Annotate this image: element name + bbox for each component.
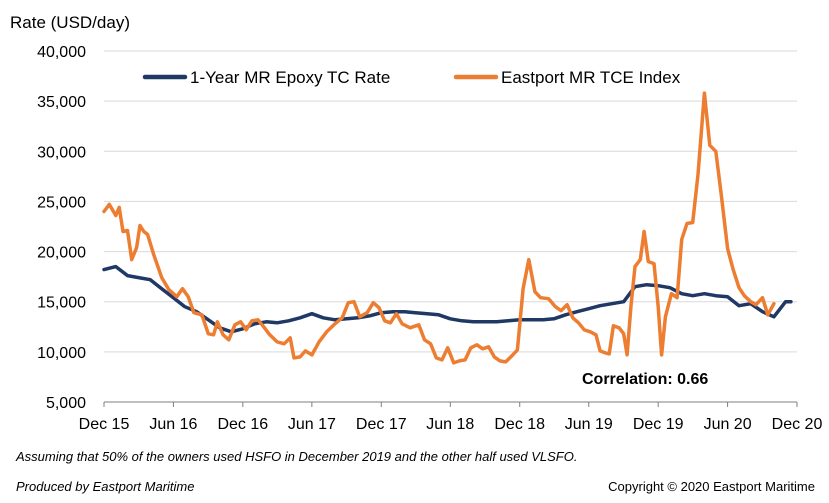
x-tick-label: Dec 17 xyxy=(356,416,407,433)
y-tick-label: 35,000 xyxy=(37,94,86,111)
x-tick-label: Dec 15 xyxy=(79,416,130,433)
y-axis-label: Rate (USD/day) xyxy=(10,13,130,32)
series-line-tce-index xyxy=(102,91,776,365)
producer-credit: Produced by Eastport Maritime xyxy=(16,479,195,494)
series-lines xyxy=(102,91,793,365)
y-tick-label: 20,000 xyxy=(37,245,86,262)
series-line-tc-rate xyxy=(102,264,793,334)
chart: Rate (USD/day) 5,000 10,000 15,000 20,000 25… xyxy=(10,13,823,433)
x-tick-label: Dec 19 xyxy=(633,416,684,433)
legend-label: 1-Year MR Epoxy TC Rate xyxy=(190,68,390,87)
x-tick-labels: Dec 15 Jun 16 Dec 16 Jun 17 Dec 17 Jun 18 Dec … xyxy=(79,416,823,433)
correlation-annotation: Correlation: 0.66 xyxy=(582,371,708,388)
x-tick-label: Jun 19 xyxy=(565,416,613,433)
x-tick-label: Dec 20 xyxy=(772,416,823,433)
gridlines xyxy=(103,50,798,407)
y-tick-label: 10,000 xyxy=(37,345,86,362)
y-tick-labels: 5,000 10,000 15,000 20,000 25,000 30,000 35,00… xyxy=(37,44,86,412)
legend-label: Eastport MR TCE Index xyxy=(501,68,681,87)
x-tick-label: Dec 16 xyxy=(217,416,268,433)
x-tick-label: Jun 18 xyxy=(426,416,474,433)
y-tick-label: 5,000 xyxy=(46,395,86,412)
x-tick-label: Jun 20 xyxy=(704,416,752,433)
y-tick-label: 25,000 xyxy=(37,194,86,211)
x-tick-label: Jun 16 xyxy=(149,416,197,433)
y-tick-label: 15,000 xyxy=(37,295,86,312)
y-tick-label: 40,000 xyxy=(37,44,86,61)
y-tick-label: 30,000 xyxy=(37,144,86,161)
copyright-text: Copyright © 2020 Eastport Maritime xyxy=(608,479,815,494)
x-tick-label: Jun 17 xyxy=(288,416,336,433)
legend: 1-Year MR Epoxy TC Rate Eastport MR TCE I… xyxy=(142,68,681,87)
x-tick-label: Dec 18 xyxy=(494,416,545,433)
footnote: Assuming that 50% of the owners used HSF… xyxy=(16,449,578,464)
